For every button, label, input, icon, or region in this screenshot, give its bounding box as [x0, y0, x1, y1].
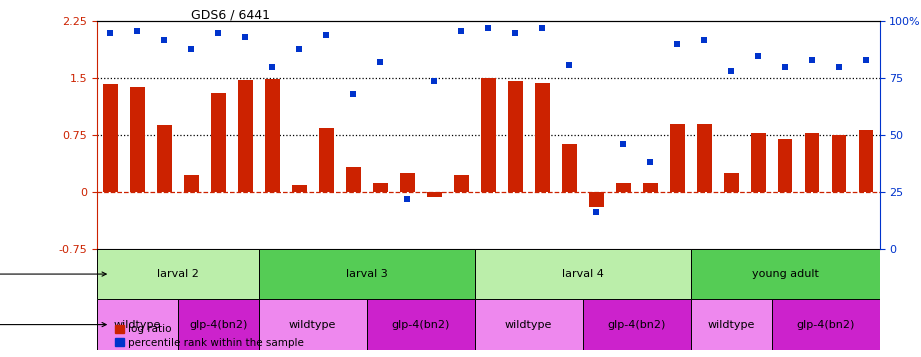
Point: [751, 53, 765, 59]
Bar: [211, 94, 226, 192]
Bar: [615, 183, 631, 192]
Bar: [400, 173, 414, 192]
Bar: [696, 124, 712, 192]
Bar: [259, 299, 367, 350]
Point: [103, 30, 118, 36]
Bar: [345, 167, 361, 192]
Point: [696, 37, 711, 42]
Point: [616, 141, 631, 147]
Legend: log ratio, percentile rank within the sample: log ratio, percentile rank within the sa…: [111, 320, 308, 352]
Bar: [805, 133, 820, 192]
Text: wildtype: wildtype: [289, 320, 336, 330]
Bar: [670, 124, 684, 192]
Text: larval 4: larval 4: [562, 269, 603, 279]
Point: [777, 64, 792, 70]
Text: glp-4(bn2): glp-4(bn2): [189, 320, 248, 330]
Bar: [178, 299, 259, 350]
Bar: [691, 299, 772, 350]
Point: [345, 91, 360, 97]
Point: [562, 62, 577, 67]
Point: [400, 196, 414, 202]
Bar: [751, 133, 765, 192]
Bar: [454, 175, 469, 192]
Bar: [583, 299, 691, 350]
Bar: [724, 173, 739, 192]
Bar: [535, 83, 550, 192]
Bar: [238, 80, 252, 192]
Bar: [97, 249, 259, 299]
Point: [157, 37, 171, 42]
Point: [319, 32, 333, 38]
Bar: [103, 84, 118, 192]
Bar: [691, 249, 880, 299]
Bar: [367, 299, 474, 350]
Point: [670, 41, 684, 47]
Text: glp-4(bn2): glp-4(bn2): [391, 320, 449, 330]
Bar: [184, 175, 199, 192]
Point: [724, 69, 739, 74]
Point: [454, 27, 469, 33]
Point: [373, 60, 388, 65]
Text: wildtype: wildtype: [505, 320, 553, 330]
Point: [481, 25, 495, 31]
Bar: [507, 81, 522, 192]
Text: glp-4(bn2): glp-4(bn2): [608, 320, 666, 330]
Bar: [130, 87, 145, 192]
Bar: [777, 139, 792, 192]
Bar: [97, 299, 178, 350]
Point: [589, 210, 603, 215]
Text: strain: strain: [0, 320, 106, 330]
Text: larval 2: larval 2: [157, 269, 199, 279]
Bar: [643, 183, 658, 192]
Bar: [832, 135, 846, 192]
Point: [507, 30, 522, 36]
Text: young adult: young adult: [752, 269, 819, 279]
Bar: [481, 78, 495, 192]
Point: [832, 64, 846, 70]
Text: GDS6 / 6441: GDS6 / 6441: [191, 9, 270, 21]
Bar: [858, 130, 873, 192]
Text: wildtype: wildtype: [113, 320, 161, 330]
Point: [238, 35, 252, 40]
Text: glp-4(bn2): glp-4(bn2): [797, 320, 855, 330]
Point: [211, 30, 226, 36]
Bar: [562, 144, 577, 192]
Point: [858, 57, 873, 63]
Bar: [589, 192, 603, 207]
Text: wildtype: wildtype: [707, 320, 755, 330]
Point: [292, 46, 307, 51]
Point: [535, 25, 550, 31]
Bar: [373, 183, 388, 192]
Point: [265, 64, 280, 70]
Point: [805, 57, 820, 63]
Bar: [157, 125, 171, 192]
Bar: [264, 79, 280, 192]
Bar: [292, 185, 307, 192]
Bar: [259, 249, 474, 299]
Bar: [426, 192, 441, 197]
Bar: [474, 249, 691, 299]
Point: [130, 27, 145, 33]
Point: [184, 46, 199, 51]
Text: larval 3: larval 3: [345, 269, 388, 279]
Point: [426, 78, 441, 84]
Bar: [772, 299, 880, 350]
Text: development stage: development stage: [0, 269, 106, 279]
Bar: [474, 299, 583, 350]
Point: [643, 160, 658, 165]
Bar: [319, 127, 333, 192]
